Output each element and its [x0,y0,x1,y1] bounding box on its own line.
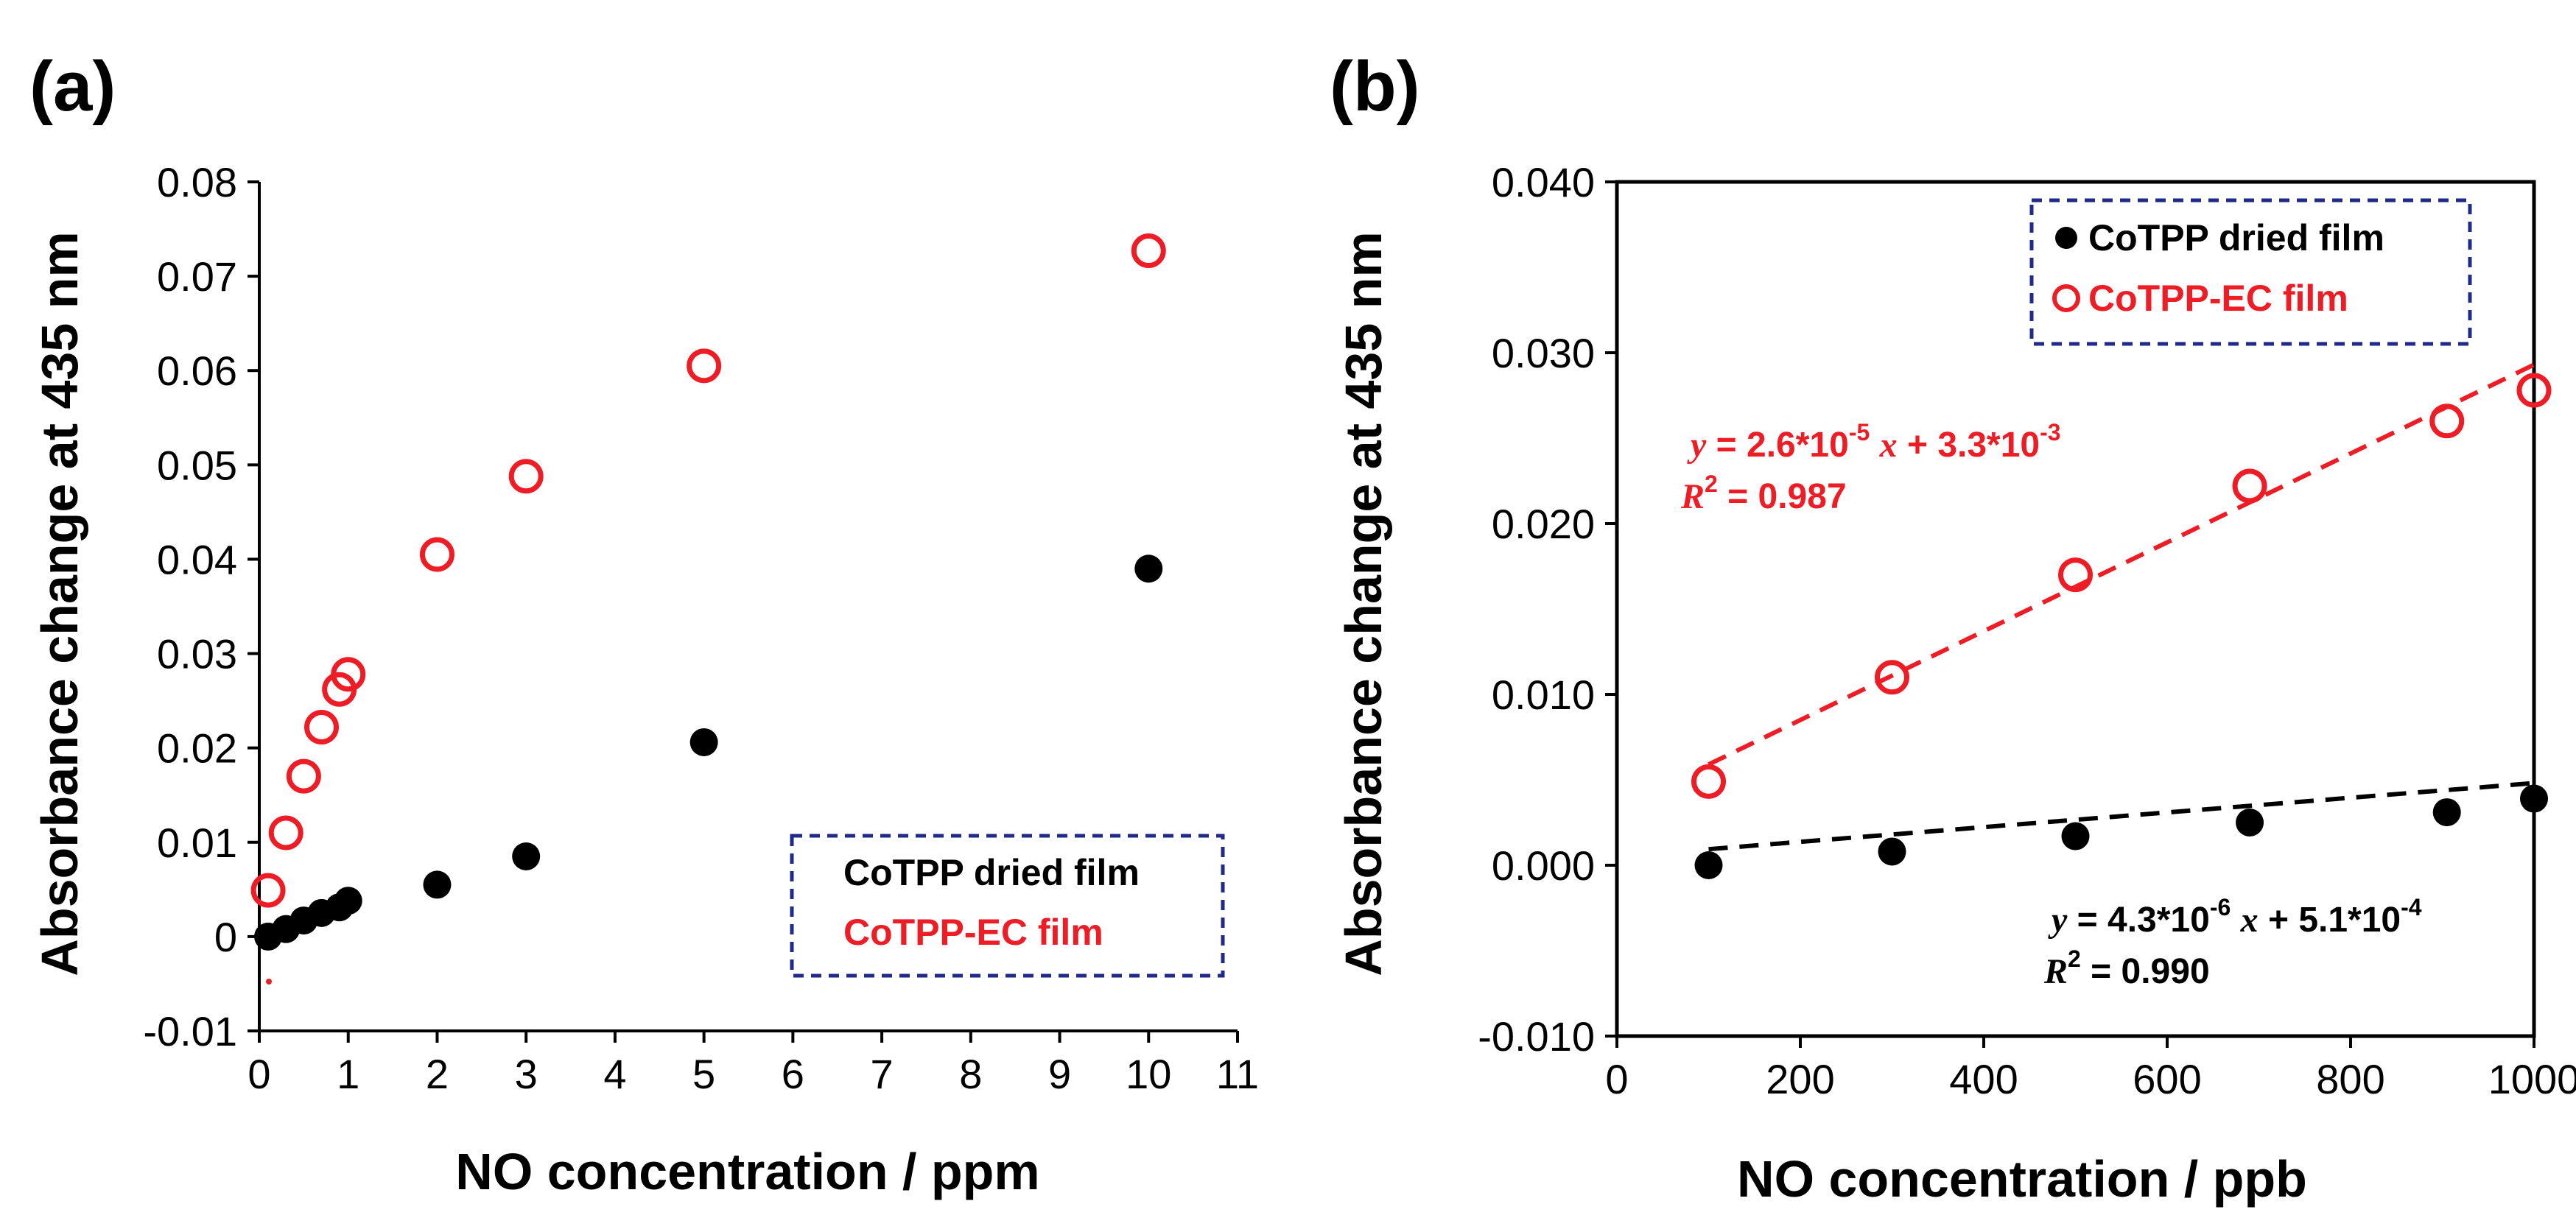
chart-a-legend-series-1: CoTPP-EC film [843,912,1103,953]
chart-a-series-1-point [286,758,321,794]
chart-b-series-1-point [1875,660,1909,695]
chart-a-xtick-label: 5 [692,1051,715,1097]
chart-a-ytick-label: 0.05 [157,442,237,488]
chart-a-series-1-point [687,348,722,384]
chart-b-series-0-point [2236,809,2264,837]
chart-a-ytick-label: 0.07 [157,253,237,300]
chart-b-legend-series-0: CoTPP dried film [2088,217,2384,258]
chart-b-ytick-label: 0.040 [1492,159,1595,205]
chart-a-series-1-point [331,657,366,692]
chart-a-xtick-label: 0 [248,1051,270,1097]
chart-a-legend-series-0: CoTPP dried film [843,852,1140,893]
chart-b: -0.010 0.000 0.010 0.020 0.030 0.040 0 200 400 60… [1478,159,2576,1102]
chart-b-series-0-point [2432,798,2461,827]
chart-b-fit-r2-red: R2 = 0.987 [1680,471,1847,516]
chart-b-xlabel: NO concentration / ppb [1737,1150,2307,1208]
chart-b-ytick-label: 0.030 [1492,330,1595,376]
chart-a-series-1-point [1131,233,1166,269]
chart-b-legend-marker-0 [2055,227,2077,249]
chart-a-xtick-label: 1 [337,1051,359,1097]
chart-b-xtick-label: 200 [1766,1056,1834,1102]
chart-b-ytick-label: 0.020 [1492,501,1595,547]
chart-b-series-0-point [1694,851,1723,879]
chart-b-xtick-label: 800 [2316,1056,2384,1102]
chart-a-ytick-label: 0.06 [157,348,237,394]
chart-b-series-1-point [2429,404,2465,439]
chart-b-frame [1615,180,2536,1038]
chart-a-ytick-label: 0.04 [157,536,237,582]
chart-a-series-0-point [512,842,541,870]
chart-b-fit-eq-black: y = 4.3*10-6 x + 5.1*10-4 [2048,894,2422,940]
chart-b-series-0-point [1878,837,1906,866]
chart-b-xtick-label: 600 [2133,1056,2201,1102]
chart-a-ytick-label: 0 [214,914,237,960]
chart-a-series-0-point [423,870,452,899]
chart-a-xtick-label: 9 [1048,1051,1071,1097]
chart-b-series-1-point [2058,557,2093,593]
chart-a-legend-box [790,834,1225,978]
chart-a-series-1-point [304,709,340,744]
chart-a-series-0-point [1134,554,1163,583]
chart-a-series-1-point [419,537,455,572]
chart-a-xtick-label: 8 [959,1051,982,1097]
chart-a-ylabel: Absorbance change at 435 nm [31,231,88,976]
chart-b-xtick-label: 400 [1949,1056,2018,1102]
chart-b-xtick-label: 1000 [2488,1056,2576,1102]
chart-a-ytick-label: -0.01 [143,1008,237,1054]
chart-a-ytick-label: 0.02 [157,725,237,772]
chart-a-ytick-label: 0.03 [157,631,237,677]
chart-b-series-0-point [2061,822,2090,851]
chart-a-xtick-label: 4 [603,1051,626,1097]
chart-b-series-1-point [2516,373,2552,408]
chart-b-legend-series-1: CoTPP-EC film [2088,278,2348,319]
chart-a-xtick-label: 10 [1126,1051,1171,1097]
chart-a-ytick-label: 0.01 [157,820,237,866]
chart-b-series-1-point [1691,764,1726,799]
chart-b-xtick-label: 0 [1605,1056,1628,1102]
chart-b-legend-box [2029,198,2472,346]
chart-b-series-0-point [2520,784,2548,813]
chart-b-legend-marker-1 [2052,284,2080,312]
panel-a-label: (a) [29,47,116,126]
chart-b-fit-eq-red: y = 2.6*10-5 x + 3.3*10-3 [1687,419,2061,465]
chart-b-ytick-label: 0.010 [1492,672,1595,718]
chart-b-fit-line-1 [1708,362,2535,767]
chart-a-stray-mark [266,979,272,985]
chart-a-xtick-label: 6 [782,1051,804,1097]
chart-a-xtick-label: 7 [871,1051,894,1097]
chart-a-series-1-point [250,873,286,908]
panel-b-label: (b) [1330,47,1420,126]
chart-b-ylabel: Absorbance change at 435 nm [1335,231,1392,976]
chart-b-ytick-label: -0.010 [1478,1013,1595,1060]
chart-a-series-1-point [508,459,544,494]
chart-a-series-0-point [334,887,362,915]
chart-a-xtick-label: 2 [426,1051,449,1097]
chart-b-ytick-label: 0.000 [1492,842,1595,889]
chart-a-ytick-label: 0.08 [157,159,237,205]
chart-a-xlabel: NO concentration / ppm [455,1143,1039,1200]
chart-b-series-1-point [2232,468,2267,504]
chart-b-fit-r2-black: R2 = 0.990 [2043,945,2210,991]
chart-a-series-1-point [268,815,303,851]
chart-b-fit-line-0 [1708,781,2535,852]
chart-a-series-0-point [689,728,718,756]
chart-a-xtick-label: 3 [515,1051,538,1097]
chart-a-xtick-label: 11 [1216,1051,1259,1097]
